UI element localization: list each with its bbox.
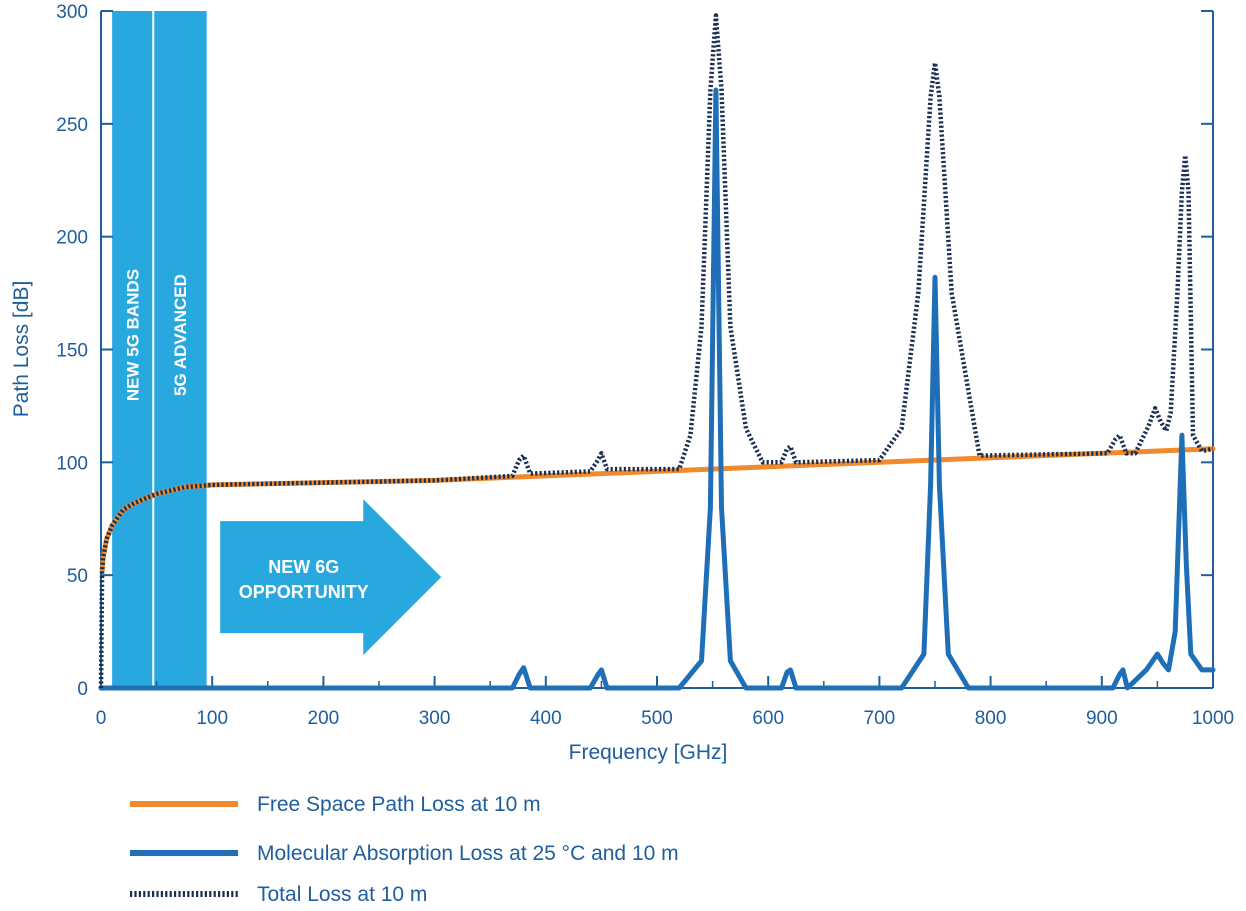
x-tick-label: 500 xyxy=(641,708,673,729)
x-tick-label: 800 xyxy=(975,708,1007,729)
series-line-2 xyxy=(98,13,1214,689)
annotation-layer: NEW 6G OPPORTUNITY xyxy=(220,499,442,656)
x-axis-title: Frequency [GHz] xyxy=(569,741,728,764)
x-tick-label: 400 xyxy=(530,708,562,729)
x-tick-label: 1000 xyxy=(1192,708,1234,729)
y-tick-label: 300 xyxy=(56,2,88,23)
arrow-label-line-2: OPPORTUNITY xyxy=(239,582,369,602)
series-layer xyxy=(98,13,1216,691)
y-tick-label: 100 xyxy=(56,453,88,474)
band-rect-1 xyxy=(153,11,207,688)
x-tick-label: 600 xyxy=(752,708,784,729)
y-tick-label: 0 xyxy=(77,679,88,700)
x-tick-label: 700 xyxy=(864,708,896,729)
series-line-0 xyxy=(99,446,1216,574)
x-tick-label: 0 xyxy=(96,708,107,729)
legend-label-1: Molecular Absorption Loss at 25 °C and 1… xyxy=(257,842,679,865)
x-tick-label: 300 xyxy=(419,708,451,729)
y-axis-title: Path Loss [dB] xyxy=(10,281,33,418)
y-tick-label: 150 xyxy=(56,341,88,362)
arrow-label-line-1: NEW 6G xyxy=(268,557,339,577)
series-line-1 xyxy=(98,87,1216,691)
y-tick-label: 200 xyxy=(56,228,88,249)
legend-label-0: Free Space Path Loss at 10 m xyxy=(257,793,541,816)
legend-label-2: Total Loss at 10 m xyxy=(257,883,427,906)
6g-opportunity-arrow xyxy=(220,499,442,656)
x-tick-label: 100 xyxy=(196,708,228,729)
y-tick-label: 250 xyxy=(56,115,88,136)
band-label-0: NEW 5G BANDS xyxy=(124,269,143,401)
x-tick-label: 900 xyxy=(1086,708,1118,729)
band-label-1: 5G ADVANCED xyxy=(171,274,190,396)
legend: Free Space Path Loss at 10 m Molecular Ab… xyxy=(130,793,679,906)
x-tick-label: 200 xyxy=(308,708,340,729)
y-tick-label: 50 xyxy=(67,566,88,587)
band-rect-0 xyxy=(112,11,154,688)
band-layer: NEW 5G BANDS 5G ADVANCED xyxy=(112,11,207,688)
